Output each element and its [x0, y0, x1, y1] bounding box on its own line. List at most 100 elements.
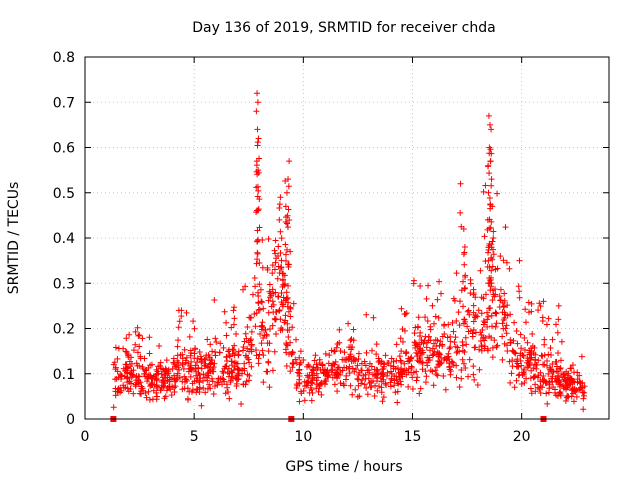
data-point	[177, 351, 184, 358]
data-point	[429, 302, 436, 309]
data-point	[393, 341, 400, 348]
data-point	[410, 280, 417, 287]
data-points	[110, 90, 588, 413]
data-point	[256, 306, 263, 313]
data-point	[399, 326, 406, 333]
data-point	[527, 385, 534, 392]
data-point	[114, 368, 121, 375]
data-point	[456, 348, 463, 355]
data-point	[555, 350, 562, 357]
data-point	[153, 366, 160, 373]
data-point	[485, 162, 492, 169]
data-point	[296, 398, 303, 405]
data-point	[123, 369, 130, 376]
data-point	[520, 352, 527, 359]
data-point	[179, 360, 186, 367]
data-point	[274, 275, 281, 282]
data-point	[246, 348, 253, 355]
data-point	[501, 303, 508, 310]
data-point	[446, 363, 453, 370]
data-point	[158, 379, 165, 386]
data-point	[233, 331, 240, 338]
data-point	[470, 326, 477, 333]
data-point	[425, 282, 432, 289]
data-point	[424, 362, 431, 369]
data-point	[396, 374, 403, 381]
chart-title: Day 136 of 2019, SRMTID for receiver chd…	[192, 20, 495, 36]
data-point	[387, 368, 394, 375]
data-point	[368, 363, 375, 370]
data-point	[255, 207, 262, 214]
data-point	[143, 394, 150, 401]
data-point	[129, 372, 136, 379]
data-point	[282, 251, 289, 258]
data-point	[313, 370, 320, 377]
data-point	[333, 370, 340, 377]
data-point	[474, 381, 481, 388]
data-point	[244, 324, 251, 331]
data-point	[341, 364, 348, 371]
data-point	[429, 352, 436, 359]
data-point	[132, 328, 139, 335]
data-point	[315, 388, 322, 395]
data-point	[254, 90, 261, 97]
data-point	[255, 167, 262, 174]
data-point	[484, 323, 491, 330]
data-point	[545, 315, 552, 322]
data-point	[536, 300, 543, 307]
data-point	[384, 360, 391, 367]
data-point	[352, 386, 359, 393]
data-point	[145, 374, 152, 381]
data-point	[485, 112, 492, 119]
data-point	[541, 352, 548, 359]
data-point	[489, 238, 496, 245]
data-point	[254, 142, 261, 149]
data-point	[296, 370, 303, 377]
data-point	[257, 331, 264, 338]
data-point	[180, 365, 187, 372]
data-point	[251, 274, 258, 281]
data-point	[335, 364, 342, 371]
data-point	[123, 348, 130, 355]
data-point	[541, 336, 548, 343]
data-point	[556, 377, 563, 384]
data-point	[287, 248, 294, 255]
data-point	[499, 356, 506, 363]
data-point	[414, 324, 421, 331]
data-point	[146, 371, 153, 378]
data-point	[398, 348, 405, 355]
data-point	[409, 386, 416, 393]
data-point	[507, 336, 514, 343]
data-point	[234, 372, 241, 379]
data-point	[458, 366, 465, 373]
data-point	[258, 299, 265, 306]
data-point	[424, 317, 431, 324]
data-point	[337, 368, 344, 375]
data-point	[161, 395, 168, 402]
data-point	[527, 356, 534, 363]
data-point	[373, 366, 380, 373]
data-point	[284, 246, 291, 253]
data-point	[297, 348, 304, 355]
data-point	[460, 303, 467, 310]
data-point	[227, 377, 234, 384]
data-point	[358, 367, 365, 374]
data-point	[459, 356, 466, 363]
data-point	[514, 356, 521, 363]
data-point	[255, 300, 262, 307]
data-point	[573, 393, 580, 400]
data-point	[242, 283, 249, 290]
data-point	[456, 298, 463, 305]
data-point	[124, 385, 131, 392]
data-point	[157, 359, 164, 366]
data-point	[201, 356, 208, 363]
data-point	[245, 356, 252, 363]
data-point	[417, 329, 424, 336]
data-point	[558, 370, 565, 377]
data-point	[382, 380, 389, 387]
data-point	[399, 338, 406, 345]
data-point	[175, 307, 182, 314]
data-point	[422, 314, 429, 321]
data-point	[205, 351, 212, 358]
data-point	[286, 326, 293, 333]
